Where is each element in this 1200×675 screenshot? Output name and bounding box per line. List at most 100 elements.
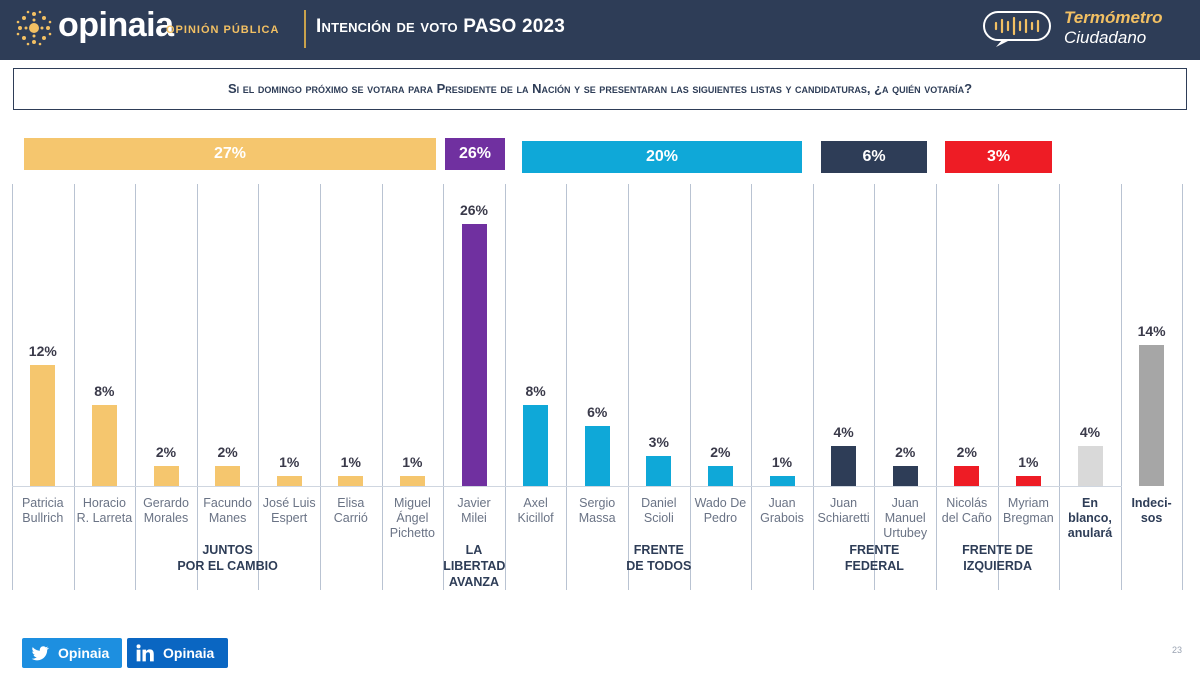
column-divider [628, 184, 629, 590]
brand-name: opinaia [58, 6, 174, 44]
candidate-label: José Luis Espert [262, 496, 316, 525]
candidate-label: Axel Kicillof [517, 496, 554, 525]
bar-14 [892, 465, 918, 486]
group-total-bar: 3% [945, 141, 1052, 173]
bar-5 [338, 475, 364, 486]
group-total-bar: 27% [24, 138, 436, 170]
party-label: FRENTE DE IZQUIERDA [962, 543, 1034, 573]
candidate-label: Nicolás del Caño [941, 496, 992, 525]
column-divider [689, 184, 691, 590]
bar-16 [1015, 475, 1041, 486]
survey-question-box: Si el domingo próximo se votara para Pre… [13, 68, 1187, 110]
candidate-label: En blanco, anulará [1067, 496, 1113, 540]
column-divider [320, 184, 321, 590]
linkedin-label: Opinaia [163, 645, 215, 661]
page-title: Intención de voto PASO 2023 [316, 16, 566, 37]
group-total-bar: 20% [522, 141, 802, 173]
bar-value-label: 4% [833, 423, 854, 440]
bar-1 [91, 405, 117, 486]
column-divider [812, 184, 814, 590]
column-divider [504, 184, 506, 590]
bar-value-label: 1% [402, 453, 423, 470]
twitter-label: Opinaia [58, 645, 110, 661]
candidate-label: Miguel Ángel Pichetto [389, 496, 435, 540]
bar-13 [831, 445, 857, 486]
party-label: JUNTOS POR EL CAMBIO [177, 543, 278, 573]
bar-2 [153, 465, 179, 486]
column-divider [1059, 184, 1061, 590]
group-total-bar: 6% [821, 141, 927, 173]
bar-18 [1139, 344, 1165, 486]
bar-7 [461, 224, 487, 486]
bar-value-label: 2% [710, 443, 731, 460]
candidate-label: Sergio Massa [578, 496, 616, 525]
column-divider [1182, 184, 1184, 590]
column-divider [1120, 184, 1122, 590]
candidate-label: Myriam Bregman [1003, 496, 1054, 525]
column-divider [936, 184, 937, 590]
candidate-label: Juan Manuel Urtubey [883, 496, 928, 540]
chart-baseline [12, 486, 1122, 487]
bar-value-label: 2% [956, 443, 977, 460]
column-divider [381, 184, 383, 590]
column-divider [997, 184, 999, 590]
candidate-label: Elisa Carrió [333, 496, 368, 525]
column-divider [196, 184, 198, 590]
candidate-label: Indeci-sos [1131, 496, 1172, 525]
termometro-title: Termómetro [1064, 8, 1163, 27]
bar-value-label: 1% [1018, 453, 1039, 470]
bar-value-label: 2% [155, 443, 177, 460]
party-label: FRENTE FEDERAL [844, 543, 904, 573]
bar-value-label: 1% [279, 453, 300, 470]
candidate-label: Patricia Bullrich [21, 496, 64, 525]
twitter-button[interactable]: Opinaia [22, 638, 122, 668]
bar-8 [523, 405, 549, 486]
candidate-label: Juan Grabois [760, 496, 804, 525]
bar-11 [707, 465, 733, 486]
column-divider [874, 184, 876, 590]
termometro-subtitle: Ciudadano [1064, 28, 1147, 47]
header-divider [304, 10, 306, 48]
group-total-bar: 26% [445, 138, 505, 170]
bar-3 [215, 465, 241, 486]
bar-6 [399, 475, 425, 486]
bar-value-label: 1% [771, 453, 793, 470]
bar-value-label: 8% [94, 383, 115, 400]
bar-value-label: 1% [340, 453, 361, 470]
bar-value-label: 26% [459, 202, 489, 218]
column-divider [73, 184, 75, 590]
bar-15 [954, 465, 980, 486]
bar-4 [276, 475, 302, 486]
bar-9 [584, 425, 610, 486]
bar-value-label: 4% [1079, 423, 1101, 440]
bar-value-label: 12% [28, 343, 57, 360]
candidate-label: Juan Schiaretti [817, 496, 870, 525]
linkedin-icon [136, 644, 154, 662]
candidate-label: Daniel Scioli [641, 496, 677, 525]
column-divider [443, 184, 445, 590]
column-divider [751, 184, 753, 590]
party-label: LA LIBERTAD AVANZA [443, 543, 506, 589]
bar-value-label: 3% [648, 433, 669, 450]
candidate-label: Gerardo Morales [143, 496, 189, 525]
candidate-label: Facundo Manes [203, 496, 252, 525]
bar-value-label: 2% [217, 443, 238, 460]
bar-value-label: 2% [895, 443, 916, 460]
bar-10 [646, 455, 672, 486]
party-label: FRENTE DE TODOS [626, 543, 692, 573]
bar-17 [1077, 445, 1103, 486]
brand-subtitle: OPINIÓN PÚBLICA [166, 24, 280, 36]
speech-bubble-audio-icon [983, 11, 1051, 47]
twitter-bird-icon [31, 646, 49, 661]
bar-value-label: 6% [587, 403, 608, 420]
bar-value-label: 8% [525, 383, 546, 400]
column-divider [566, 184, 568, 590]
candidate-label: Horacio R. Larreta [76, 496, 133, 525]
candidate-label: Javier Milei [457, 496, 491, 525]
survey-question-text: Si el domingo próximo se votara para Pre… [227, 81, 973, 96]
page-number: 23 [1172, 645, 1183, 655]
linkedin-button[interactable]: Opinaia [127, 638, 228, 668]
candidate-label: Wado De Pedro [694, 496, 747, 525]
sun-logo-icon [16, 10, 52, 46]
column-divider [12, 184, 13, 590]
